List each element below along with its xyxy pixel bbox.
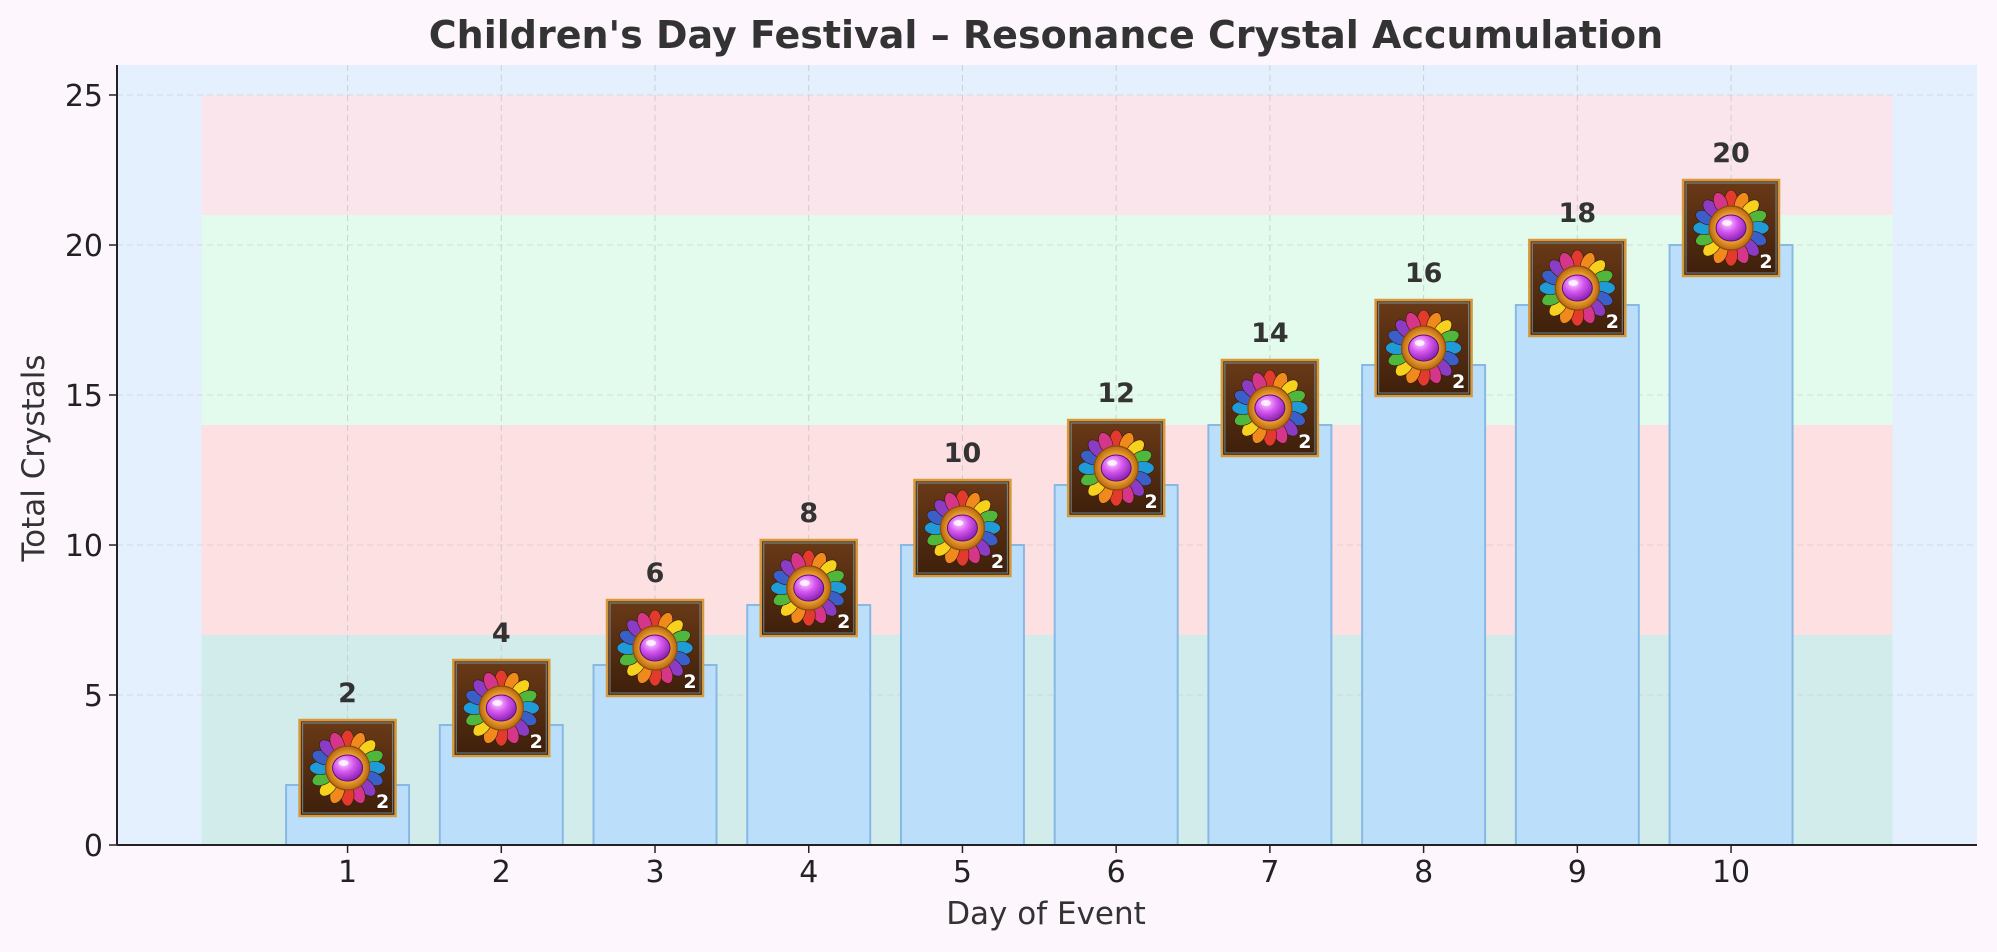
chart-title: Children's Day Festival – Resonance Crys… <box>429 13 1663 57</box>
x-tick-label: 1 <box>338 855 357 890</box>
crystal-highlight <box>1722 220 1733 226</box>
crystal-badge-count: 2 <box>1298 431 1311 453</box>
x-tick-label: 8 <box>1414 855 1433 890</box>
crystal-gem <box>1408 334 1440 362</box>
resonance-crystal-icon: 2 <box>452 658 551 758</box>
crystal-gem <box>1561 274 1593 302</box>
resonance-crystal-icon: 2 <box>1528 238 1627 338</box>
crystal-gem <box>639 634 671 662</box>
band-4 <box>201 95 1893 215</box>
y-tick-label: 10 <box>65 529 103 564</box>
bar-day-9 <box>1514 304 1640 846</box>
crystal-petals <box>770 549 848 627</box>
crystal-highlight <box>646 640 657 646</box>
value-label-day-3: 6 <box>646 558 665 589</box>
crystal-gem <box>1100 454 1132 482</box>
crystal-gem <box>332 754 364 782</box>
resonance-crystal-icon: 2 <box>1374 298 1473 398</box>
crystal-gem <box>1254 394 1286 422</box>
resonance-crystal-icon: 2 <box>1681 178 1781 278</box>
value-label-day-1: 2 <box>338 678 357 709</box>
crystal-badge-count: 2 <box>530 731 543 753</box>
y-axis-label: Total Crystals <box>16 354 52 562</box>
bar-day-6 <box>1053 484 1179 846</box>
crystal-badge-count: 2 <box>837 611 850 633</box>
value-label-day-4: 8 <box>799 498 818 529</box>
x-tick-label: 5 <box>953 855 972 890</box>
value-label-day-8: 16 <box>1405 258 1443 289</box>
crystal-gem <box>485 694 517 722</box>
resonance-crystal-icon: 2 <box>298 718 397 818</box>
crystal-frame-inner <box>609 602 701 694</box>
crystal-frame-inner <box>1685 182 1777 274</box>
y-tick-label: 5 <box>84 679 103 714</box>
crystal-frame-inner <box>301 722 394 814</box>
resonance-crystal-icon: 2 <box>1066 418 1166 518</box>
y-tick-label: 25 <box>65 79 103 114</box>
value-label-day-7: 14 <box>1251 318 1289 349</box>
crystal-frame-inner <box>1378 302 1470 394</box>
crystal-badge-count: 2 <box>1606 311 1619 333</box>
x-tick-label: 6 <box>1107 855 1126 890</box>
bar-day-8 <box>1361 364 1487 846</box>
crystal-badge-count: 2 <box>991 551 1004 573</box>
crystal-highlight <box>799 580 810 586</box>
x-tick-label: 2 <box>492 855 511 890</box>
crystal-badge-count: 2 <box>1759 251 1772 273</box>
crystal-highlight <box>492 700 503 706</box>
crystal-highlight <box>1568 280 1579 286</box>
x-tick-label: 9 <box>1568 855 1587 890</box>
bar-day-5 <box>899 544 1025 846</box>
resonance-crystal-icon: 2 <box>759 538 858 638</box>
crystal-frame-inner <box>916 482 1009 574</box>
x-axis-label: Day of Event <box>946 896 1146 932</box>
crystal-frame-inner <box>1224 362 1316 454</box>
bar-day-4 <box>746 604 872 846</box>
crystal-frame-inner <box>1070 422 1162 514</box>
y-tick-label: 0 <box>84 829 103 864</box>
x-tick-label: 7 <box>1260 855 1279 890</box>
y-tick-label: 20 <box>65 229 103 264</box>
crystal-highlight <box>1260 400 1271 406</box>
crystal-highlight <box>1414 340 1425 346</box>
y-tick-label: 15 <box>65 379 103 414</box>
crystal-gem <box>946 514 978 542</box>
crystal-highlight <box>953 520 964 526</box>
bar-day-7 <box>1207 424 1333 846</box>
value-label-day-9: 18 <box>1559 198 1597 229</box>
value-label-day-6: 12 <box>1097 378 1135 409</box>
resonance-crystal-icon: 2 <box>913 478 1012 578</box>
crystal-frame-inner <box>763 542 855 634</box>
value-label-day-10: 20 <box>1712 138 1750 169</box>
crystal-badge-count: 2 <box>376 791 389 813</box>
crystal-badge-count: 2 <box>1145 491 1158 513</box>
crystal-highlight <box>1107 460 1118 466</box>
x-tick-label: 10 <box>1712 855 1750 890</box>
x-tick-label: 3 <box>645 855 664 890</box>
crystal-highlight <box>338 760 349 766</box>
resonance-crystal-icon: 2 <box>1220 358 1320 458</box>
crystal-gem <box>793 574 825 602</box>
value-label-day-2: 4 <box>492 618 511 649</box>
resonance-crystal-icon: 2 <box>605 598 705 698</box>
crystal-gem <box>1715 214 1747 242</box>
x-tick-label: 4 <box>799 855 818 890</box>
value-label-day-5: 10 <box>944 438 982 469</box>
crystal-badge-count: 2 <box>1452 371 1465 393</box>
crystal-frame-inner <box>1531 242 1623 334</box>
bar-day-10 <box>1668 244 1794 846</box>
crystal-frame-inner <box>455 662 547 754</box>
crystal-badge-count: 2 <box>683 671 696 693</box>
